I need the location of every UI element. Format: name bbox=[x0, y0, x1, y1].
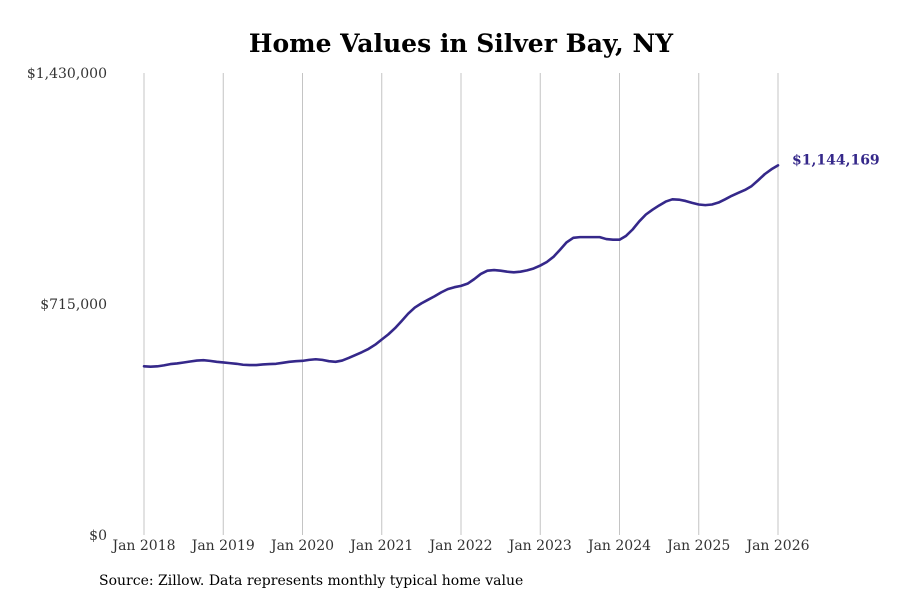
x-tick-label: Jan 2020 bbox=[269, 538, 334, 554]
x-tick-label: Jan 2019 bbox=[190, 538, 255, 554]
vertical-gridlines bbox=[143, 73, 779, 535]
source-note: Source: Zillow. Data represents monthly … bbox=[99, 573, 524, 589]
y-tick-label: $1,430,000 bbox=[27, 66, 107, 82]
x-tick-label: Jan 2026 bbox=[744, 538, 809, 554]
x-tick-label: Jan 2022 bbox=[427, 538, 492, 554]
x-tick-label: Jan 2025 bbox=[665, 538, 730, 554]
series-line-home-value bbox=[142, 164, 780, 368]
end-value-label: $1,144,169 bbox=[792, 152, 880, 168]
x-tick-label: Jan 2023 bbox=[507, 538, 572, 554]
x-tick-label: Jan 2024 bbox=[586, 538, 651, 554]
chart-title: Home Values in Silver Bay, NY bbox=[249, 29, 674, 58]
x-tick-label: Jan 2018 bbox=[110, 538, 175, 554]
y-axis-ticks: $0 $715,000 $1,430,000 bbox=[27, 66, 107, 544]
x-tick-label: Jan 2021 bbox=[348, 538, 413, 554]
y-tick-label: $715,000 bbox=[40, 297, 107, 313]
y-tick-label: $0 bbox=[89, 528, 107, 544]
x-axis-ticks: Jan 2018 Jan 2019 Jan 2020 Jan 2021 Jan 2022… bbox=[110, 538, 809, 554]
